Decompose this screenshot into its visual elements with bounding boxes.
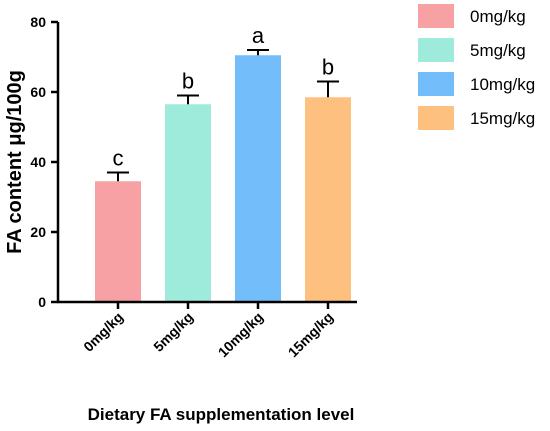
y-axis-title: FA content μg/100g (4, 70, 26, 254)
legend-item-5mg/kg: 5mg/kg (418, 38, 526, 62)
x-tick-label-5mg/kg: 5mg/kg (150, 309, 196, 355)
bar-5mg/kg (165, 104, 211, 302)
y-tick-label-40: 40 (30, 154, 46, 170)
bar-0mg/kg (95, 181, 141, 302)
legend-swatch (418, 72, 454, 96)
legend-swatch (418, 38, 454, 62)
bar-10mg/kg (235, 55, 281, 302)
legend-swatch (418, 4, 454, 28)
legend-item-10mg/kg: 10mg/kg (418, 72, 535, 96)
bar-15mg/kg (305, 97, 351, 302)
y-axis: 0 20 40 60 80 (30, 14, 60, 310)
x-tick-label-10mg/kg: 10mg/kg (215, 309, 266, 360)
legend-swatch (418, 106, 454, 130)
error-bar-15mg/kg (317, 80, 339, 98)
x-axis-title: Dietary FA supplementation level (88, 405, 355, 424)
legend-label: 5mg/kg (470, 41, 526, 60)
legend: 0mg/kg 5mg/kg 10mg/kg 15mg/kg (418, 4, 535, 130)
x-tick-label-0mg/kg: 0mg/kg (80, 309, 126, 355)
error-bar-0mg/kg (107, 171, 129, 182)
legend-label: 10mg/kg (470, 75, 535, 94)
significance-letter-15mg/kg: b (322, 55, 334, 80)
legend-item-15mg/kg: 15mg/kg (418, 106, 535, 130)
x-axis: 0mg/kg 5mg/kg 10mg/kg 15mg/kg (57, 300, 357, 360)
significance-letter-5mg/kg: b (182, 69, 194, 94)
legend-label: 15mg/kg (470, 109, 535, 128)
significance-letter-0mg/kg: c (113, 146, 124, 171)
error-bar-5mg/kg (177, 94, 199, 105)
significance-letter-10mg/kg: a (252, 23, 265, 48)
y-tick-label-20: 20 (30, 224, 46, 240)
significance-letters-group: c b a b (113, 23, 335, 171)
error-bar-10mg/kg (247, 49, 269, 56)
legend-item-0mg/kg: 0mg/kg (418, 4, 526, 28)
y-tick-label-80: 80 (30, 14, 46, 30)
x-tick-label-15mg/kg: 15mg/kg (285, 309, 336, 360)
y-tick-label-0: 0 (38, 294, 46, 310)
legend-label: 0mg/kg (470, 7, 526, 26)
error-bars-group (107, 49, 339, 182)
y-tick-label-60: 60 (30, 84, 46, 100)
bars-group (95, 55, 351, 302)
